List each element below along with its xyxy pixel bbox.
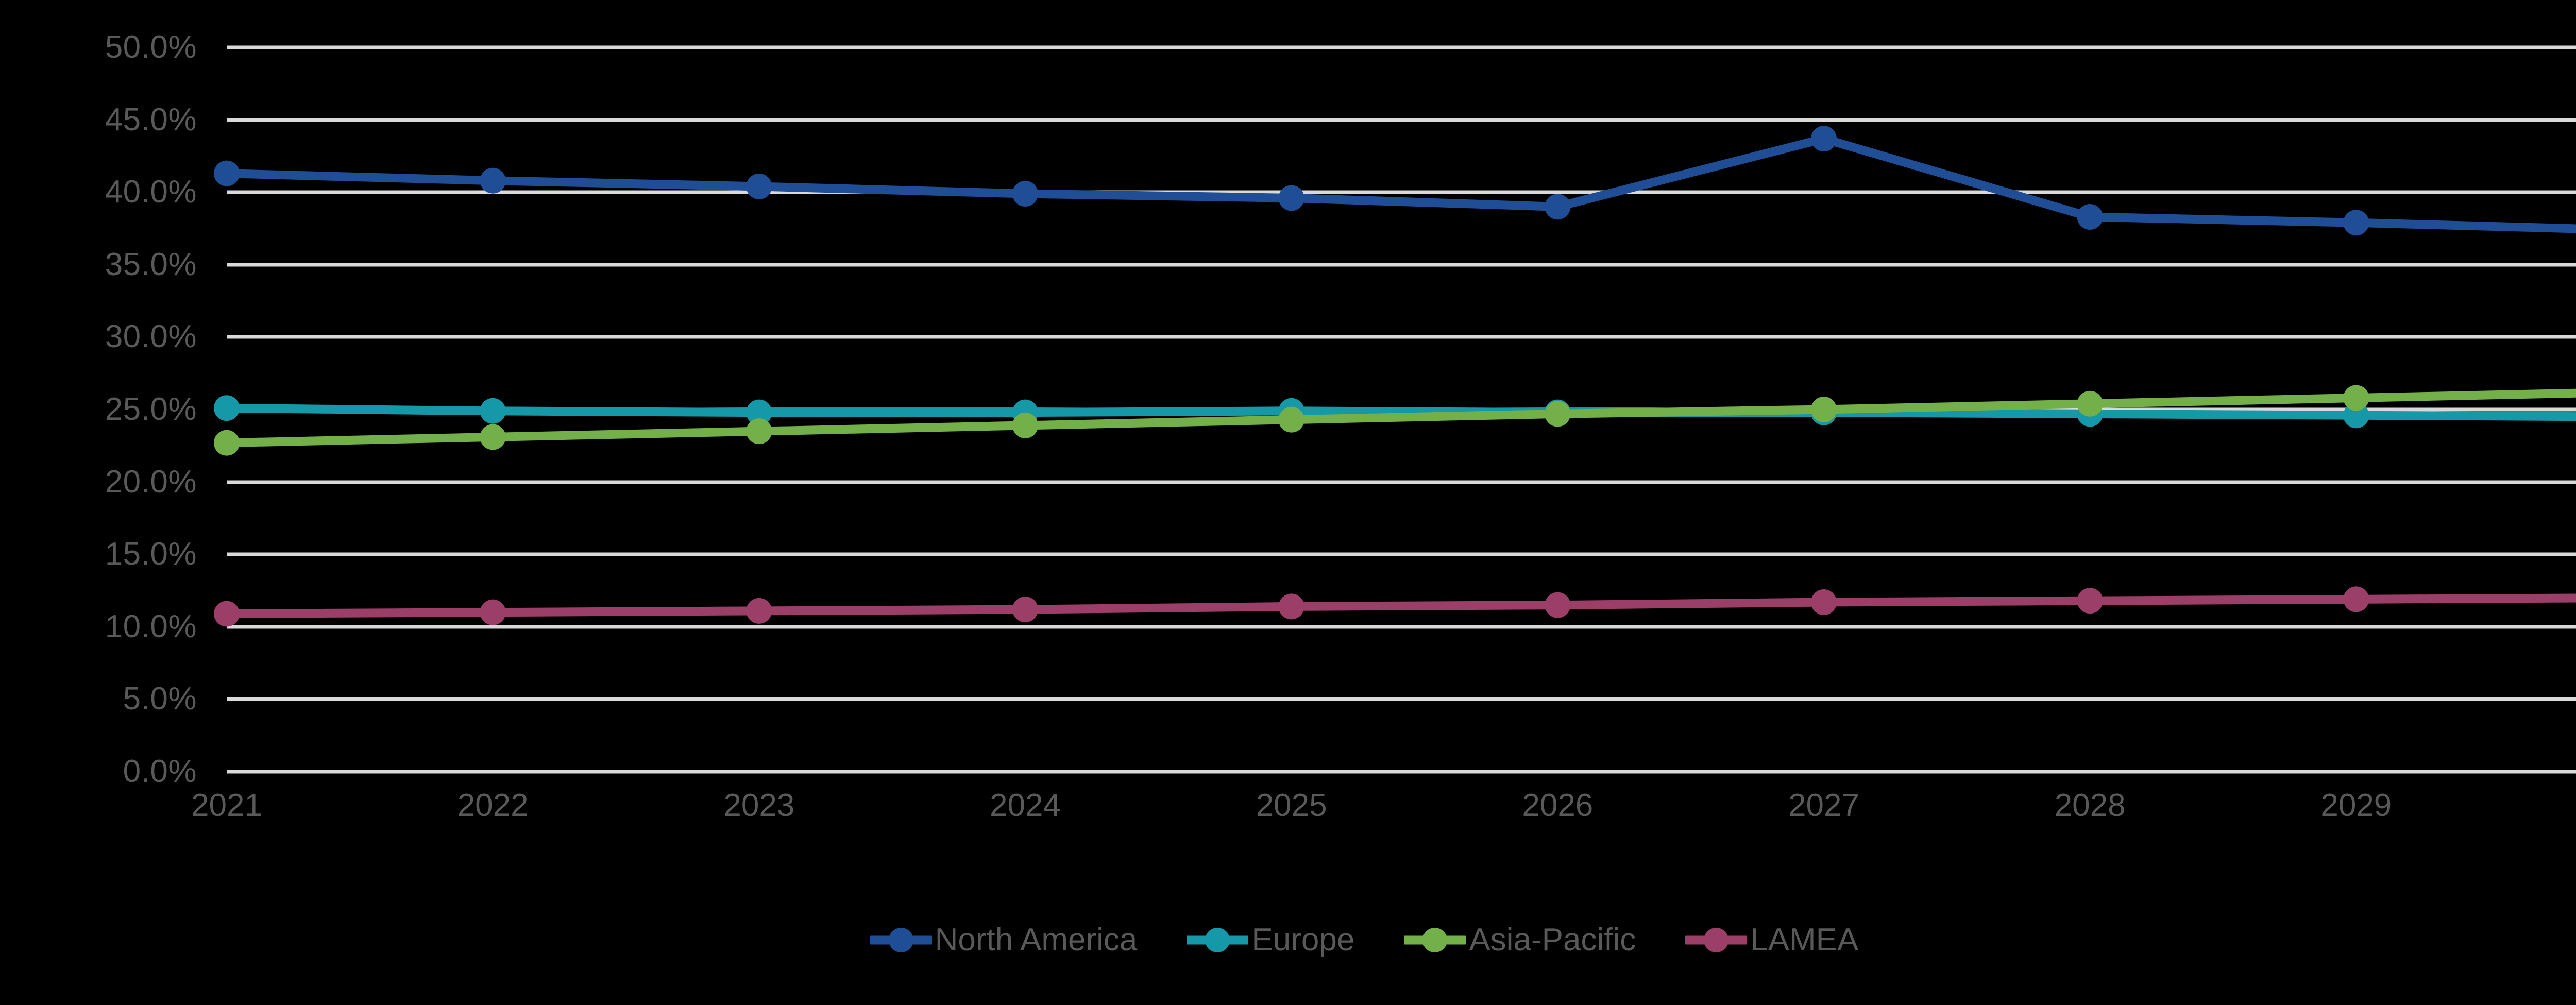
data-point[interactable] — [1012, 597, 1038, 623]
data-point[interactable] — [214, 160, 240, 186]
y-axis-tick-label: 5.0% — [123, 681, 197, 717]
legend-label: North America — [935, 922, 1138, 958]
data-point[interactable] — [214, 395, 240, 421]
series-line — [222, 388, 2576, 448]
x-axis-tick-label: 2028 — [2054, 788, 2126, 823]
series-asia-pacific — [214, 385, 2576, 456]
data-point[interactable] — [746, 399, 772, 425]
y-axis-tick-label: 35.0% — [105, 246, 197, 282]
y-axis-tick-label: 20.0% — [105, 464, 197, 500]
x-axis-tick-label: 2024 — [990, 788, 1061, 823]
data-point[interactable] — [746, 418, 772, 445]
legend-label: Asia-Pacific — [1469, 922, 1636, 958]
plot-area — [214, 45, 2576, 774]
legend-item-europe[interactable]: Europe — [1187, 922, 1354, 959]
data-point[interactable] — [1811, 126, 1837, 152]
data-point[interactable] — [2343, 210, 2369, 236]
legend-marker-icon — [1187, 922, 1249, 959]
x-axis-tick-label: 2021 — [191, 788, 262, 823]
data-point[interactable] — [1811, 397, 1837, 422]
data-point[interactable] — [480, 398, 506, 424]
legend-marker-icon — [870, 922, 932, 959]
y-axis-tick-label: 25.0% — [105, 391, 197, 427]
series-line — [222, 593, 2576, 618]
legend-label: LAMEA — [1750, 922, 1859, 958]
data-point[interactable] — [2077, 204, 2103, 230]
series-lamea — [214, 586, 2576, 627]
series-line — [222, 403, 2576, 421]
legend-marker-icon — [1404, 922, 1466, 959]
data-point[interactable] — [1278, 406, 1304, 433]
y-axis-tick-label: 40.0% — [105, 174, 197, 210]
data-point[interactable] — [480, 599, 506, 625]
data-point[interactable] — [480, 167, 506, 194]
legend-item-lamea[interactable]: LAMEA — [1685, 922, 1858, 959]
x-axis-tick-label: 2025 — [1256, 788, 1327, 823]
legend-label: Europe — [1251, 922, 1355, 958]
y-axis-tick-label: 0.0% — [123, 754, 197, 789]
data-point[interactable] — [746, 173, 772, 199]
y-axis: 0.0% 5.0% 10.0% 15.0% 20.0% 25.0% 30.0% 35.0% 40… — [0, 31, 206, 788]
legend-item-asia-pacific[interactable]: Asia-Pacific — [1404, 922, 1636, 959]
data-point[interactable] — [214, 430, 240, 456]
y-axis-tick-label: 50.0% — [105, 29, 197, 65]
chart-legend: North America Europe Asia-Pacific LAMEA — [0, 912, 2576, 968]
data-point[interactable] — [480, 424, 506, 450]
x-axis-tick-label: 2026 — [1522, 788, 1594, 823]
x-axis-tick-label: 2022 — [457, 788, 529, 823]
y-axis-tick-label: 15.0% — [105, 536, 197, 572]
data-point[interactable] — [1278, 593, 1304, 620]
data-point[interactable] — [1012, 181, 1038, 207]
x-axis-tick-label: 2027 — [1788, 788, 1859, 823]
data-point[interactable] — [2077, 588, 2103, 614]
y-axis-tick-label: 30.0% — [105, 319, 197, 355]
data-point[interactable] — [2343, 586, 2369, 612]
data-point[interactable] — [2343, 385, 2369, 411]
y-axis-tick-label: 10.0% — [105, 608, 197, 644]
data-point[interactable] — [1545, 401, 1571, 427]
data-point[interactable] — [1278, 185, 1304, 211]
y-axis-tick-label: 45.0% — [105, 101, 197, 138]
legend-marker-icon — [1685, 922, 1748, 959]
series-north-america — [214, 126, 2576, 236]
series-layer — [214, 126, 2576, 627]
x-axis-tick-label: 2023 — [723, 788, 795, 823]
data-point[interactable] — [1545, 592, 1571, 618]
data-point[interactable] — [746, 598, 772, 624]
data-point[interactable] — [1545, 194, 1571, 220]
data-point[interactable] — [214, 601, 240, 627]
series-line — [222, 134, 2576, 233]
data-point[interactable] — [2077, 390, 2103, 417]
data-point[interactable] — [1012, 412, 1038, 438]
data-point[interactable] — [1811, 589, 1837, 615]
legend-item-north-america[interactable]: North America — [870, 922, 1138, 959]
x-axis-tick-label: 2029 — [2320, 788, 2392, 823]
x-axis: 2021202220232024202520262027202820292030 — [191, 783, 2576, 840]
